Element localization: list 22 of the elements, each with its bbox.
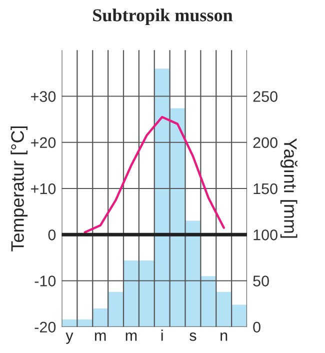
y2-tick-label: 100 (254, 229, 278, 240)
y2-tick-label: 0 (253, 322, 260, 333)
x-tick-label: i (161, 330, 163, 341)
x-tick-label: n (220, 332, 228, 341)
y-tick-label: +10 (31, 183, 56, 194)
y2-tick-label: 250 (253, 91, 278, 102)
line-series (84, 116, 225, 234)
x-tick-label: m (126, 332, 137, 341)
y-tick-label: -20 (34, 322, 56, 333)
y-tick-label: +20 (31, 137, 56, 148)
y2-tick-label: 200 (253, 137, 278, 148)
x-tick-label: s (190, 332, 196, 341)
y-tick-label: +30 (31, 91, 56, 102)
chart-title: Subtropik musson (93, 8, 233, 26)
y-axis-title: Temperatur [°C] (10, 126, 28, 252)
x-tick-label: y (66, 332, 74, 344)
y2-axis-title: Yağıntı [mm] (280, 138, 298, 238)
y2-tick-label: 50 (253, 276, 269, 286)
y-tick-label: 0 (48, 229, 56, 240)
x-tick-label: m (94, 332, 106, 341)
y-tick-label: -10 (34, 276, 56, 286)
y2-tick-label: 150 (254, 183, 278, 194)
